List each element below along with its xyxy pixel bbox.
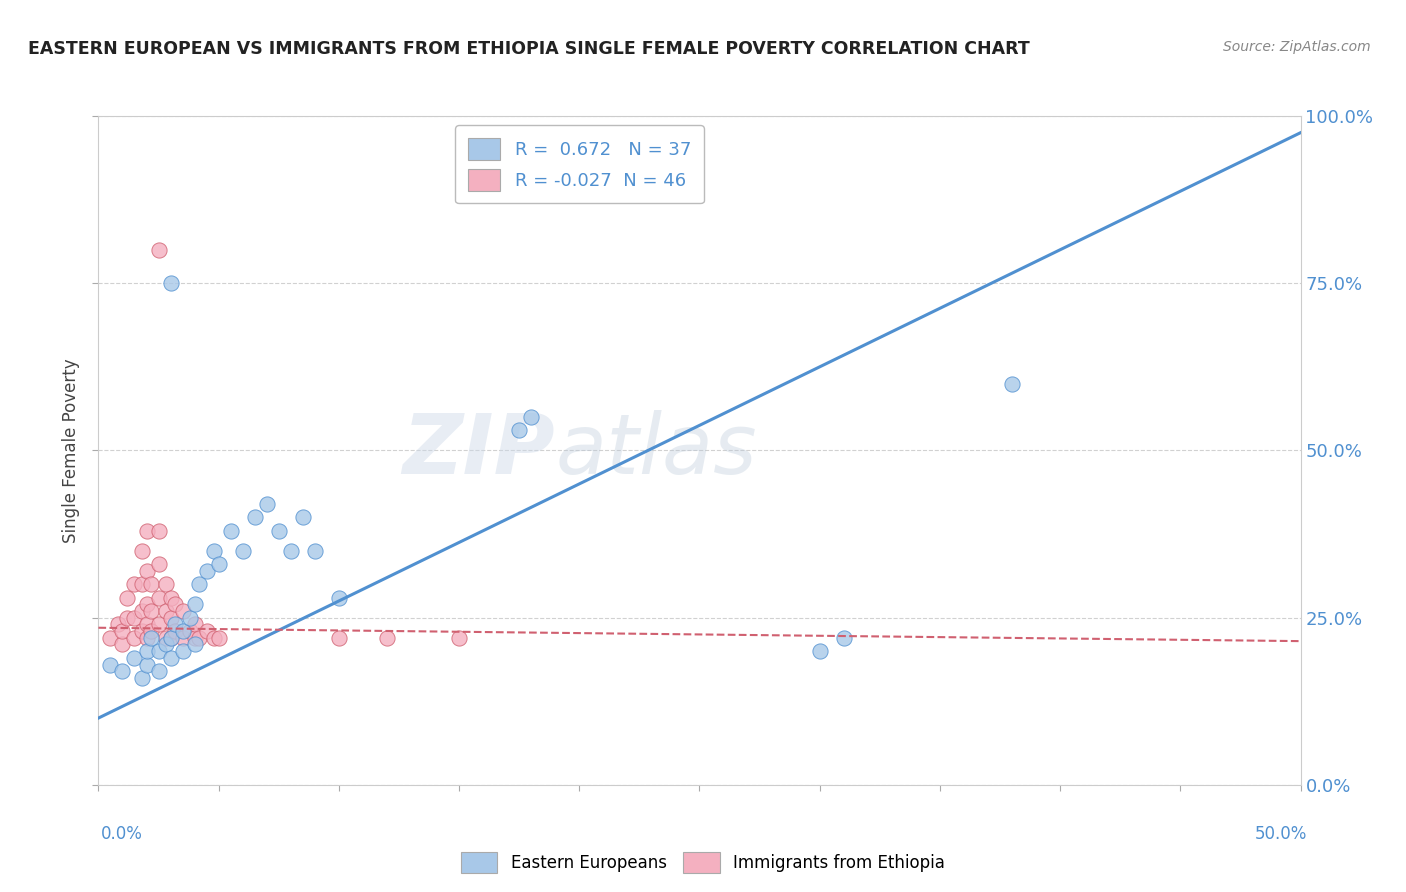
Point	[165, 617, 187, 632]
Point	[172, 604, 194, 618]
Point	[155, 631, 177, 645]
Point	[159, 277, 181, 291]
Point	[243, 510, 266, 524]
Point	[188, 577, 211, 591]
Point	[117, 611, 139, 625]
Point	[135, 631, 157, 645]
Point	[100, 657, 122, 672]
Point	[148, 664, 170, 679]
Text: EASTERN EUROPEAN VS IMMIGRANTS FROM ETHIOPIA SINGLE FEMALE POVERTY CORRELATION C: EASTERN EUROPEAN VS IMMIGRANTS FROM ETHI…	[28, 40, 1029, 58]
Point	[183, 631, 205, 645]
Point	[148, 644, 170, 658]
Point	[256, 497, 278, 511]
Point	[202, 631, 225, 645]
Legend: Eastern Europeans, Immigrants from Ethiopia: Eastern Europeans, Immigrants from Ethio…	[454, 846, 952, 880]
Point	[179, 624, 201, 639]
Point	[165, 598, 187, 612]
Point	[135, 657, 157, 672]
Point	[280, 544, 302, 558]
Point	[135, 598, 157, 612]
Point	[188, 631, 211, 645]
Point	[155, 577, 177, 591]
Point	[375, 631, 398, 645]
Point	[159, 631, 181, 645]
Point	[159, 591, 181, 605]
Point	[135, 644, 157, 658]
Point	[808, 644, 831, 658]
Point	[508, 424, 530, 438]
Point	[131, 544, 153, 558]
Point	[111, 664, 134, 679]
Point	[291, 510, 314, 524]
Point	[202, 544, 225, 558]
Point	[267, 524, 290, 538]
Text: 0.0%: 0.0%	[101, 825, 143, 843]
Text: Source: ZipAtlas.com: Source: ZipAtlas.com	[1223, 40, 1371, 54]
Text: 50.0%: 50.0%	[1256, 825, 1308, 843]
Point	[131, 577, 153, 591]
Point	[141, 604, 163, 618]
Point	[148, 591, 170, 605]
Point	[148, 557, 170, 572]
Text: ZIP: ZIP	[402, 410, 555, 491]
Point	[165, 624, 187, 639]
Point	[141, 577, 163, 591]
Point	[155, 637, 177, 651]
Point	[195, 564, 218, 578]
Point	[111, 624, 134, 639]
Point	[208, 557, 231, 572]
Point	[131, 604, 153, 618]
Point	[141, 624, 163, 639]
Point	[148, 617, 170, 632]
Point	[117, 591, 139, 605]
Point	[135, 617, 157, 632]
Point	[131, 624, 153, 639]
Point	[107, 617, 129, 632]
Legend: R =  0.672   N = 37, R = -0.027  N = 46: R = 0.672 N = 37, R = -0.027 N = 46	[456, 125, 703, 203]
Point	[135, 524, 157, 538]
Point	[159, 631, 181, 645]
Point	[141, 631, 163, 645]
Point	[172, 644, 194, 658]
Point	[148, 524, 170, 538]
Point	[328, 631, 350, 645]
Point	[159, 651, 181, 665]
Point	[328, 591, 350, 605]
Point	[183, 637, 205, 651]
Point	[124, 577, 146, 591]
Point	[172, 624, 194, 639]
Point	[179, 611, 201, 625]
Point	[520, 410, 543, 425]
Point	[208, 631, 231, 645]
Point	[155, 604, 177, 618]
Point	[304, 544, 326, 558]
Point	[124, 631, 146, 645]
Point	[124, 611, 146, 625]
Point	[219, 524, 242, 538]
Point	[1001, 376, 1024, 391]
Point	[232, 544, 254, 558]
Point	[131, 671, 153, 685]
Point	[172, 631, 194, 645]
Point	[183, 598, 205, 612]
Point	[195, 624, 218, 639]
Y-axis label: Single Female Poverty: Single Female Poverty	[62, 359, 80, 542]
Text: atlas: atlas	[555, 410, 756, 491]
Point	[111, 637, 134, 651]
Point	[124, 651, 146, 665]
Point	[183, 617, 205, 632]
Point	[148, 243, 170, 257]
Point	[832, 631, 855, 645]
Point	[447, 631, 470, 645]
Point	[100, 631, 122, 645]
Point	[135, 564, 157, 578]
Point	[159, 611, 181, 625]
